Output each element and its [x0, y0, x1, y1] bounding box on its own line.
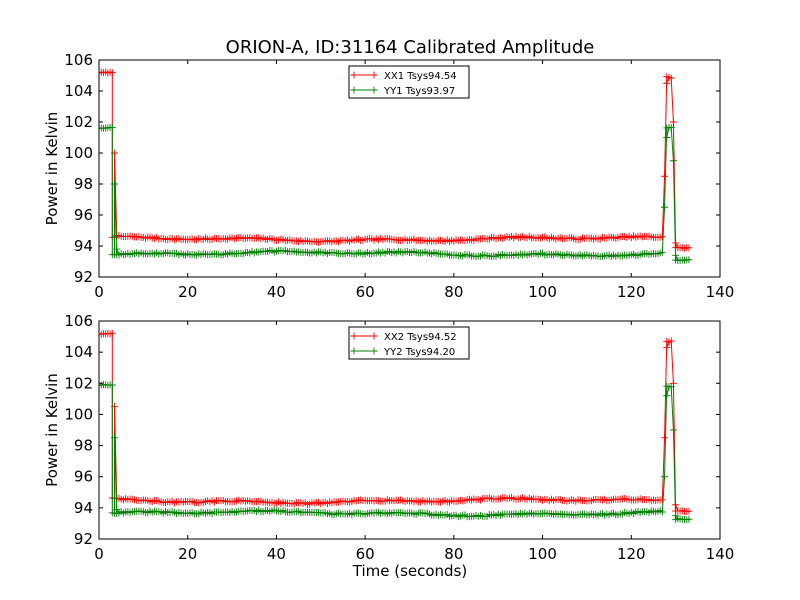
legend-swatch-marker — [350, 86, 358, 94]
legend-swatch-marker — [370, 71, 378, 79]
x-tick-label: 60 — [356, 283, 375, 301]
data-point-marker — [667, 74, 675, 82]
y-tick-label: 102 — [64, 113, 93, 131]
x-tick-label: 40 — [267, 545, 286, 563]
data-point-marker — [658, 496, 666, 504]
x-tick-label: 120 — [617, 283, 646, 301]
legend-label: XX2 Tsys94.52 — [384, 332, 457, 343]
y-tick-label: 92 — [74, 530, 93, 548]
y-tick-label: 104 — [64, 343, 93, 361]
y-tick-label: 94 — [74, 237, 93, 255]
axes-frame — [98, 59, 721, 278]
top-plot-panel: 0 20 40 60 80 100 120 140 92 94 96 98 100 102 104 106 Po… — [43, 51, 734, 301]
data-point-marker — [667, 123, 675, 131]
legend-label: YY2 Tsys94.20 — [383, 347, 455, 358]
y-axis-label: Power in Kelvin — [43, 112, 61, 226]
series-yy1 — [99, 123, 693, 264]
data-point-marker — [113, 505, 121, 513]
data-point-marker — [663, 79, 671, 87]
y-tick-label: 100 — [64, 405, 93, 423]
chart-title: ORION-A, ID:31164 Calibrated Amplitude — [226, 37, 595, 58]
y-tick-label: 106 — [64, 51, 93, 69]
data-point-marker — [667, 337, 675, 345]
series-yy2 — [99, 381, 693, 524]
data-point-marker — [669, 118, 677, 126]
data-point-marker — [661, 203, 669, 211]
x-tick-label: 60 — [356, 545, 375, 563]
data-point-marker — [685, 256, 693, 264]
y-axis-label: Power in Kelvin — [43, 373, 61, 487]
x-tick-label: 100 — [528, 283, 557, 301]
data-point-marker — [661, 434, 669, 442]
y-tick-label: 96 — [74, 206, 93, 224]
y-tick-label: 104 — [64, 82, 93, 100]
legend-swatch-marker — [370, 86, 378, 94]
data-point-marker — [663, 343, 671, 351]
x-tick-label: 120 — [617, 545, 646, 563]
data-point-marker — [658, 508, 666, 516]
x-tick-label: 140 — [706, 545, 735, 563]
data-point-marker — [663, 134, 671, 141]
y-tick-label: 98 — [74, 437, 93, 455]
legend: XX2 Tsys94.52 YY2 Tsys94.20 — [348, 326, 470, 360]
series-xx2 — [99, 329, 693, 515]
x-tick-label: 100 — [528, 545, 557, 563]
legend-box — [348, 65, 470, 99]
x-tick-label: 40 — [267, 283, 286, 301]
legend-swatch-marker — [350, 71, 358, 79]
data-point-marker — [108, 381, 116, 389]
x-tick-label: 0 — [94, 545, 104, 563]
x-tick-label: 140 — [706, 283, 735, 301]
data-point-marker — [658, 233, 666, 241]
legend-swatch-marker — [350, 332, 358, 340]
data-point-marker — [667, 383, 675, 391]
x-axis-label: Time (seconds) — [352, 562, 468, 580]
y-tick-label: 100 — [64, 144, 93, 162]
data-point-marker — [108, 123, 116, 131]
legend-swatch-marker — [350, 347, 358, 355]
legend-swatch-marker — [370, 347, 378, 355]
plot-area — [99, 68, 693, 264]
legend-box — [348, 326, 470, 360]
data-point-marker — [685, 507, 693, 515]
y-tick-label: 96 — [74, 468, 93, 486]
y-tick-label: 106 — [64, 312, 93, 330]
data-point-marker — [113, 245, 121, 253]
data-point-marker — [661, 473, 669, 481]
data-point-marker — [111, 180, 119, 188]
x-tick-label: 20 — [178, 545, 197, 563]
axes-frame — [98, 320, 721, 540]
data-point-marker — [669, 157, 677, 165]
legend-label: YY1 Tsys93.97 — [383, 86, 455, 97]
y-tick-label: 92 — [74, 268, 93, 286]
y-tick-label: 94 — [74, 499, 93, 517]
legend: XX1 Tsys94.54 YY1 Tsys93.97 — [348, 65, 470, 99]
legend-swatch-marker — [370, 332, 378, 340]
data-point-marker — [111, 434, 119, 442]
data-point-marker — [658, 248, 666, 256]
plot-area — [99, 329, 693, 524]
data-point-marker — [663, 392, 671, 400]
x-tick-label: 0 — [94, 283, 104, 301]
y-tick-label: 98 — [74, 175, 93, 193]
x-tick-label: 80 — [444, 283, 463, 301]
x-tick-label: 20 — [178, 283, 197, 301]
data-point-marker — [669, 426, 677, 434]
data-point-marker — [661, 172, 669, 180]
y-tick-label: 102 — [64, 374, 93, 392]
legend-label: XX1 Tsys94.54 — [384, 71, 457, 82]
bottom-plot-panel: 0 20 40 60 80 100 120 140 92 94 96 98 100 102 104 106 Po… — [43, 312, 734, 563]
x-tick-label: 80 — [444, 545, 463, 563]
data-point-marker — [685, 515, 693, 523]
data-point-marker — [108, 329, 116, 337]
data-point-marker — [685, 244, 693, 252]
data-point-marker — [672, 251, 680, 259]
series-xx1 — [99, 68, 693, 252]
data-point-marker — [108, 69, 116, 77]
